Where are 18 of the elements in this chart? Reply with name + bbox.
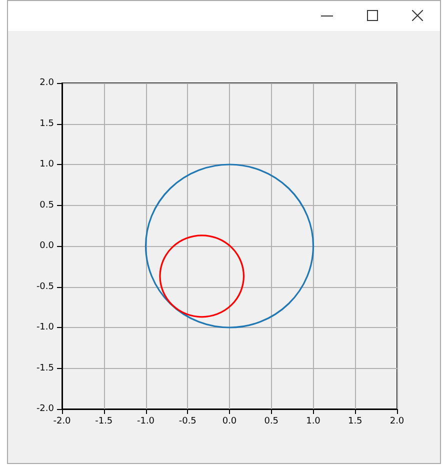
x-tick-label: 0.5 bbox=[264, 416, 279, 426]
y-tick-label: -2.0 bbox=[36, 404, 54, 414]
y-tick-label: 0.0 bbox=[40, 241, 54, 251]
y-tick-label: 2.0 bbox=[40, 78, 54, 88]
x-tick-label: 2.0 bbox=[390, 416, 404, 426]
x-tick-label: -2.0 bbox=[53, 416, 72, 426]
y-tick-label: -1.5 bbox=[36, 363, 54, 374]
y-tick-label: 1.5 bbox=[40, 118, 54, 129]
y-tick-label: -1.0 bbox=[36, 322, 54, 332]
x-tick-label: 0.0 bbox=[222, 416, 237, 426]
y-tick-label: 0.5 bbox=[40, 200, 54, 210]
x-tick-label: -1.0 bbox=[136, 416, 155, 426]
y-tick-label: -0.5 bbox=[36, 282, 54, 292]
x-tick-label: 1.5 bbox=[348, 416, 362, 426]
x-tick-label: 1.0 bbox=[306, 416, 321, 426]
y-tick-label: 1.0 bbox=[40, 160, 54, 170]
x-tick-label: -0.5 bbox=[178, 416, 196, 426]
x-tick-label: -1.5 bbox=[95, 416, 113, 426]
